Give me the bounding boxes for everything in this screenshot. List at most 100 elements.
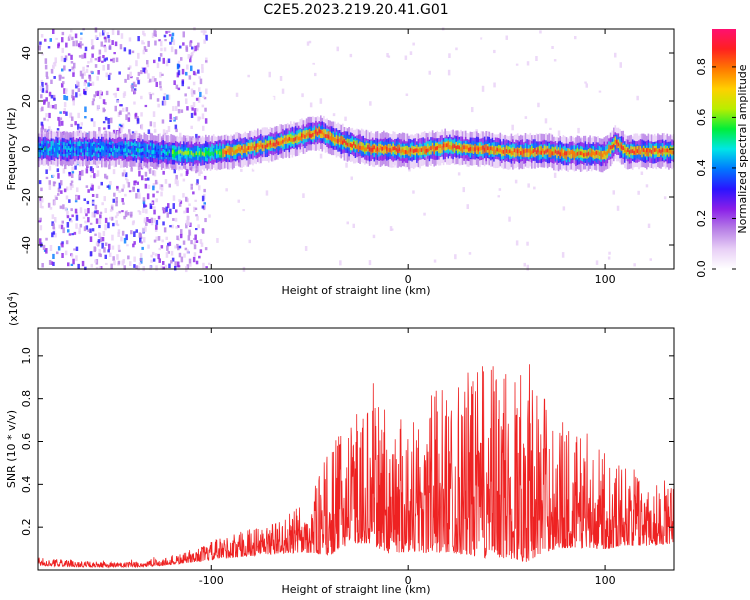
heatmap-cell [164,150,166,154]
heatmap-cell [490,258,494,264]
heatmap-cell [90,118,94,122]
heatmap-cell [161,100,165,106]
x-tick-label: -100 [199,273,224,286]
heatmap-cell [78,175,82,180]
heatmap-cell [178,149,180,159]
heatmap-cell [112,222,115,227]
heatmap-cell [511,72,514,77]
heatmap-cell [85,225,89,230]
heatmap-cell [383,145,385,155]
heatmap-cell [174,124,178,130]
heatmap-cell [433,116,436,120]
heatmap-cell [460,254,463,261]
heatmap-cell [144,226,147,232]
heatmap-cell [195,240,199,243]
heatmap-cell [534,148,536,152]
heatmap-cell [446,143,448,148]
heatmap-cell [58,146,61,151]
heatmap-cell [45,248,48,254]
heatmap-cell [75,84,78,89]
heatmap-cell [376,240,379,246]
heatmap-cell [197,224,200,229]
heatmap-cell [160,265,163,270]
heatmap-cell [198,171,201,176]
heatmap-cell [249,146,251,150]
heatmap-cell [609,145,612,154]
heatmap-cell [155,224,158,230]
heatmap-cell [143,217,147,223]
y-tick-label: 1.0 [20,347,33,365]
heatmap-cell [193,153,196,157]
heatmap-cell [208,151,210,155]
heatmap-cell [77,145,79,150]
heatmap-cell [98,266,102,269]
heatmap-cell [115,201,118,207]
heatmap-cell [510,150,513,155]
heatmap-cell [480,37,483,40]
heatmap-cell [63,108,66,111]
heatmap-cell [61,37,64,43]
heatmap-cell [404,55,408,60]
heatmap-cell [72,68,75,75]
heatmap-cell [127,117,131,122]
heatmap-cell [673,157,676,161]
heatmap-cell [189,57,192,63]
heatmap-cell [376,147,379,151]
heatmap-cell [58,120,61,127]
heatmap-cell [468,147,470,152]
heatmap-cell [186,264,190,269]
heatmap-cell [173,149,176,154]
heatmap-cell [318,129,320,134]
heatmap-cell [433,147,435,152]
heatmap-cell [624,148,626,152]
heatmap-cell [120,104,123,107]
heatmap-cell [108,184,111,190]
heatmap-cell [406,150,409,155]
heatmap-cell [81,43,84,46]
heatmap-cell [61,243,64,248]
heatmap-cell [202,262,205,269]
heatmap-cell [78,128,82,134]
heatmap-cell [647,131,650,135]
heatmap-cell [91,212,94,218]
heatmap-cell [194,199,197,202]
heatmap-cell [80,32,83,35]
heatmap-cell [104,217,108,224]
heatmap-cell [387,148,390,152]
heatmap-cell [118,190,121,193]
heatmap-cell [162,149,164,153]
heatmap-cell [115,143,117,152]
heatmap-cell [45,176,49,180]
heatmap-cell [185,207,188,213]
heatmap-cell [167,30,171,33]
heatmap-cell [93,246,96,252]
heatmap-cell [94,259,97,263]
heatmap-cell [614,140,617,144]
heatmap-cell [145,208,148,214]
heatmap-cell [94,204,98,210]
heatmap-cell [194,45,197,52]
heatmap-cell [324,134,327,138]
heatmap-cell [351,144,354,148]
heatmap-cell [112,143,114,152]
heatmap-cell [114,41,118,47]
heatmap-cell [127,67,131,70]
heatmap-cell [162,266,165,270]
heatmap-cell [57,42,60,47]
heatmap-cell [111,204,114,207]
heatmap-cell [117,260,121,265]
heatmap-cell [196,179,199,185]
heatmap-cell [186,249,189,254]
heatmap-cell [177,100,180,107]
heatmap-cell [93,211,96,218]
heatmap-cell [636,95,639,101]
heatmap-cell [71,233,74,236]
colorbar: 0.00.20.40.60.8 Normalized spectral ampl… [695,29,749,278]
heatmap-cell [659,213,662,218]
heatmap-cell [89,166,93,171]
heatmap-cell [101,145,103,150]
heatmap-cell [83,71,86,76]
heatmap-cell [301,93,304,98]
heatmap-cell [147,73,150,79]
heatmap-cell [51,174,54,178]
